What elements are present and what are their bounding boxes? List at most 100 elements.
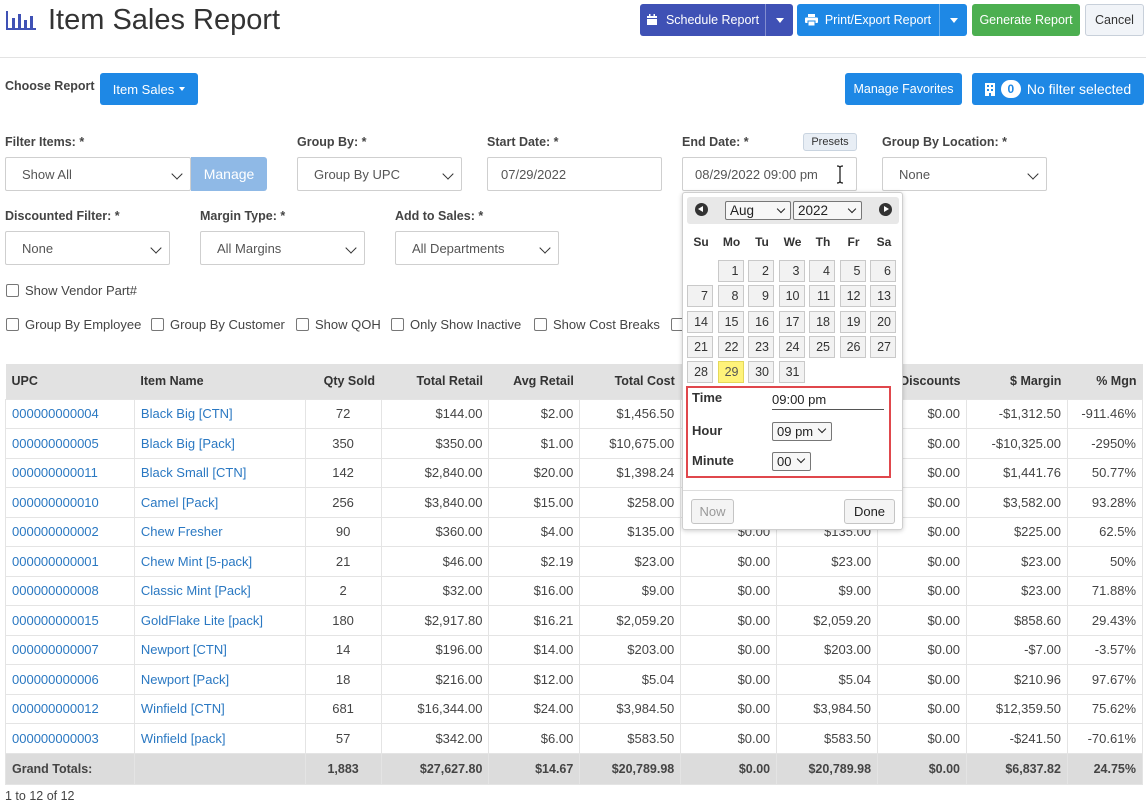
calendar-day[interactable]: 30: [748, 361, 774, 384]
item-name-link[interactable]: Chew Fresher: [140, 524, 223, 540]
group-by-location-select[interactable]: None: [882, 157, 1047, 191]
upc-link[interactable]: 000000000011: [12, 465, 98, 481]
column-header[interactable]: Total Cost: [579, 364, 681, 399]
manage-filter-button[interactable]: Manage: [191, 157, 267, 191]
upc-link[interactable]: 000000000006: [12, 671, 99, 687]
calendar-day[interactable]: 18: [809, 310, 835, 333]
calendar-day[interactable]: 20: [870, 310, 896, 333]
group-by-employee-checkbox[interactable]: Group By Employee: [6, 317, 141, 332]
filter-items-select[interactable]: Show All: [5, 157, 191, 191]
start-date-input[interactable]: 07/29/2022: [487, 157, 662, 191]
now-button[interactable]: Now: [691, 499, 734, 524]
item-name-link[interactable]: Black Small [CTN]: [140, 465, 247, 481]
checkbox-box[interactable]: [6, 284, 19, 297]
schedule-report-dropdown[interactable]: [765, 4, 793, 36]
calendar-day[interactable]: 12: [839, 285, 866, 308]
column-header[interactable]: Item Name: [134, 364, 306, 399]
upc-link[interactable]: 000000000001: [12, 553, 99, 569]
presets-button[interactable]: Presets: [803, 133, 857, 151]
year-select[interactable]: 2022: [793, 201, 862, 220]
calendar-day[interactable]: 1: [717, 260, 744, 282]
end-date-input[interactable]: 08/29/2022 09:00 pm: [682, 157, 857, 191]
calendar-day[interactable]: 13: [870, 285, 896, 308]
upc-link[interactable]: 000000000012: [12, 701, 99, 717]
cancel-button[interactable]: Cancel: [1085, 4, 1144, 36]
done-button[interactable]: Done: [844, 499, 895, 524]
calendar-day[interactable]: 7: [687, 285, 713, 308]
item-name-link[interactable]: Classic Mint [Pack]: [140, 583, 251, 599]
hour-select[interactable]: 09 pm: [772, 422, 832, 441]
item-name-link[interactable]: Camel [Pack]: [140, 494, 219, 510]
group-by-select[interactable]: Group By UPC: [297, 157, 462, 191]
calendar-day[interactable]: 10: [778, 285, 805, 308]
checkbox-box[interactable]: [534, 318, 547, 331]
upc-link[interactable]: 000000000004: [12, 406, 99, 422]
show-vendor-part-checkbox[interactable]: Show Vendor Part#: [6, 283, 137, 298]
prev-month-icon[interactable]: [695, 203, 708, 216]
upc-link[interactable]: 000000000007: [12, 642, 99, 658]
upc-link[interactable]: 000000000008: [12, 583, 99, 599]
upc-link[interactable]: 000000000002: [12, 524, 99, 540]
item-name-link[interactable]: Winfield [CTN]: [140, 701, 225, 717]
item-name-link[interactable]: Newport [Pack]: [140, 671, 230, 687]
only-show-inactive-checkbox[interactable]: Only Show Inactive: [391, 317, 521, 332]
checkbox-box[interactable]: [296, 318, 309, 331]
column-header[interactable]: Total Retail: [381, 364, 489, 399]
column-header[interactable]: Avg Retail: [488, 364, 580, 399]
calendar-day[interactable]: 23: [748, 335, 774, 358]
group-by-customer-checkbox[interactable]: Group By Customer: [151, 317, 285, 332]
schedule-report-button[interactable]: Schedule Report: [640, 4, 793, 36]
calendar-day[interactable]: 8: [717, 285, 744, 308]
upc-link[interactable]: 000000000015: [12, 612, 99, 628]
calendar-day[interactable]: 5: [839, 260, 866, 282]
generate-report-button[interactable]: Generate Report: [972, 4, 1080, 36]
calendar-day[interactable]: 27: [870, 335, 896, 358]
item-name-link[interactable]: Winfield [pack]: [140, 730, 226, 746]
calendar-day[interactable]: 24: [778, 335, 805, 358]
minute-select[interactable]: 00: [772, 452, 811, 471]
manage-favorites-button[interactable]: Manage Favorites: [845, 73, 962, 105]
calendar-day[interactable]: 4: [809, 260, 835, 282]
column-header[interactable]: Qty Sold: [305, 364, 382, 399]
calendar-day[interactable]: 2: [748, 260, 774, 282]
calendar-day[interactable]: 3: [778, 260, 805, 282]
margin-type-select[interactable]: All Margins: [200, 231, 365, 265]
calendar-day[interactable]: 6: [870, 260, 896, 282]
next-month-icon[interactable]: [879, 203, 892, 216]
month-select[interactable]: Aug: [725, 201, 791, 220]
checkbox-box[interactable]: [391, 318, 404, 331]
calendar-day[interactable]: 22: [717, 335, 744, 358]
calendar-day[interactable]: 31: [778, 361, 805, 384]
discounted-filter-select[interactable]: None: [5, 231, 170, 265]
print-export-dropdown[interactable]: [939, 4, 967, 36]
datetime-picker[interactable]: Aug 2022 Su Mo Tu We Th Fr Sa 1 2 3 4 5 6 7 8 9 10 11 12 1…: [682, 192, 903, 530]
show-cost-breaks-checkbox[interactable]: Show Cost Breaks: [534, 317, 660, 332]
calendar-day[interactable]: 19: [839, 310, 866, 333]
calendar-day[interactable]: 28: [687, 361, 713, 384]
upc-link[interactable]: 000000000010: [12, 494, 99, 510]
item-name-link[interactable]: Chew Mint [5-pack]: [140, 553, 253, 569]
item-name-link[interactable]: Black Big [CTN]: [140, 406, 233, 422]
item-name-link[interactable]: Black Big [Pack]: [140, 435, 235, 451]
filter-summary-button[interactable]: 0 No filter selected: [972, 73, 1144, 105]
calendar-day[interactable]: 9: [748, 285, 774, 308]
upc-link[interactable]: 000000000005: [12, 435, 99, 451]
calendar-day[interactable]: 17: [778, 310, 805, 333]
calendar-day[interactable]: 21: [687, 335, 713, 358]
item-name-link[interactable]: Newport [CTN]: [140, 642, 227, 658]
calendar-day[interactable]: 14: [687, 310, 713, 333]
print-export-button[interactable]: Print/Export Report: [797, 4, 967, 36]
report-type-dropdown[interactable]: Item Sales: [100, 73, 198, 105]
calendar-day[interactable]: 15: [717, 310, 744, 333]
item-name-link[interactable]: GoldFlake Lite [pack]: [140, 612, 264, 628]
show-qoh-checkbox[interactable]: Show QOH: [296, 317, 381, 332]
calendar-day[interactable]: 11: [809, 285, 835, 308]
calendar-day[interactable]: 26: [839, 335, 866, 358]
upc-link[interactable]: 000000000003: [12, 730, 99, 746]
add-to-sales-select[interactable]: All Departments: [395, 231, 559, 265]
calendar-day[interactable]: 25: [809, 335, 835, 358]
column-header[interactable]: UPC: [5, 364, 135, 399]
checkbox-box[interactable]: [6, 318, 19, 331]
column-header[interactable]: % Mgn: [1067, 364, 1143, 399]
calendar-day[interactable]: 29: [717, 361, 744, 384]
